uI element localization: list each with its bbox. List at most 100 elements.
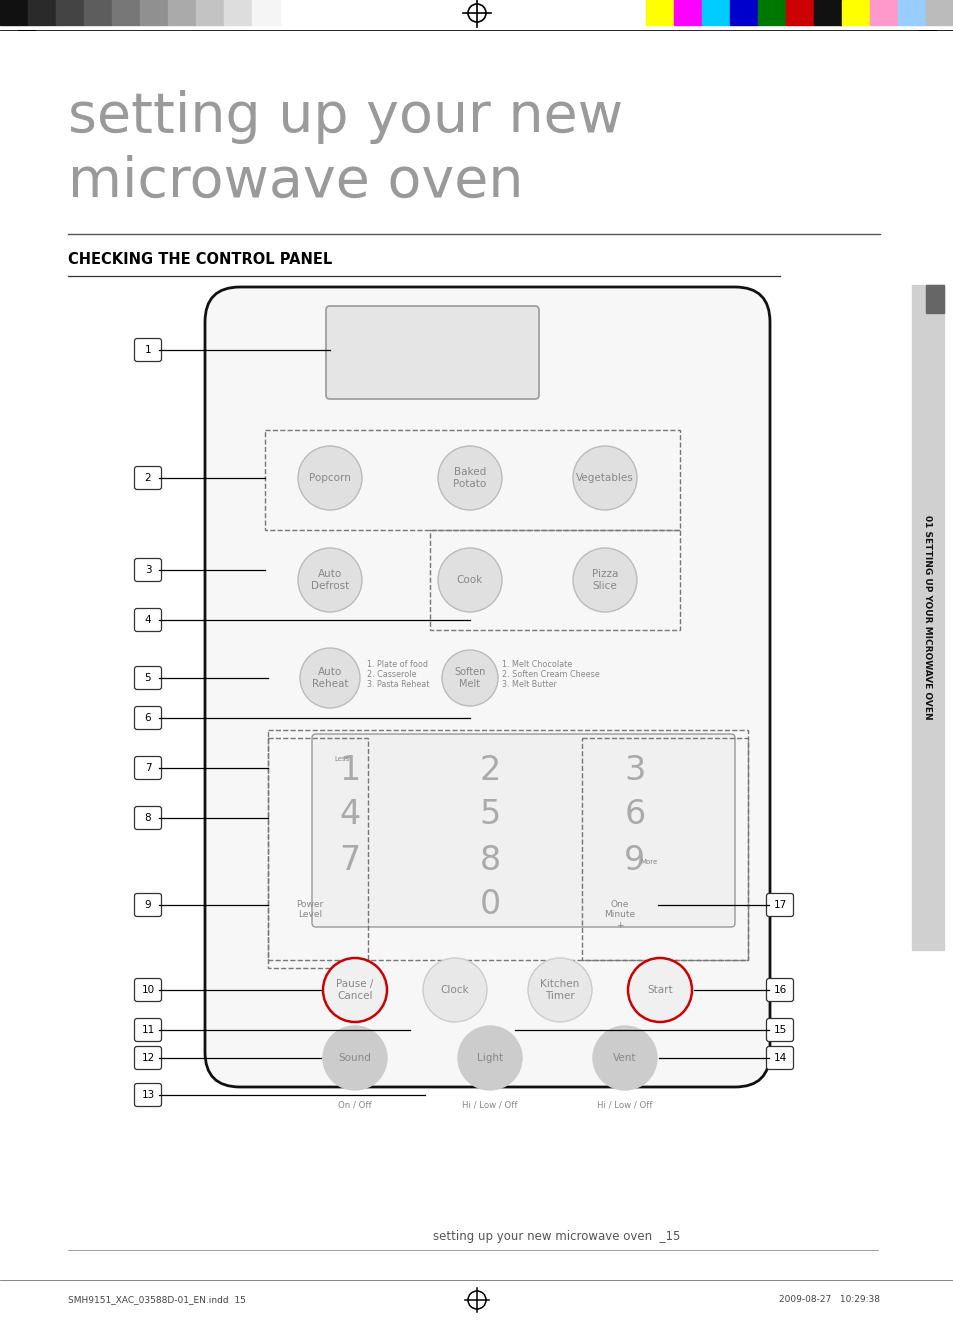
FancyBboxPatch shape: [134, 467, 161, 489]
Text: SMH9151_XAC_03588D-01_EN.indd  15: SMH9151_XAC_03588D-01_EN.indd 15: [68, 1296, 246, 1303]
Bar: [925, 286, 943, 313]
Text: 17: 17: [773, 900, 786, 910]
Bar: [785, 0, 813, 25]
Text: Vent: Vent: [613, 1054, 636, 1063]
Text: 0: 0: [478, 888, 500, 921]
Text: Baked
Potato: Baked Potato: [453, 467, 486, 489]
Bar: [701, 0, 729, 25]
Text: 6: 6: [145, 713, 152, 723]
Text: 7: 7: [145, 763, 152, 773]
Text: 9: 9: [623, 843, 645, 876]
Text: Auto
Defrost: Auto Defrost: [311, 570, 349, 591]
Text: Hi / Low / Off: Hi / Low / Off: [597, 1100, 652, 1109]
Text: More: More: [639, 859, 657, 865]
Text: Pizza
Slice: Pizza Slice: [591, 570, 618, 591]
Circle shape: [573, 549, 637, 612]
FancyBboxPatch shape: [765, 894, 793, 916]
Text: microwave oven: microwave oven: [68, 155, 523, 209]
Circle shape: [457, 1026, 521, 1091]
Circle shape: [297, 549, 361, 612]
Bar: [813, 0, 841, 25]
FancyBboxPatch shape: [134, 1018, 161, 1042]
Text: 14: 14: [773, 1054, 786, 1063]
Text: 6: 6: [623, 798, 645, 832]
Bar: [430, 530, 679, 631]
Text: Sound: Sound: [338, 1054, 371, 1063]
Bar: [140, 0, 168, 25]
Text: Pause /
Cancel: Pause / Cancel: [336, 980, 374, 1001]
Text: 5: 5: [145, 673, 152, 683]
Bar: [252, 0, 280, 25]
Text: 5: 5: [478, 798, 500, 832]
Bar: [268, 738, 368, 968]
Text: Soften
Melt: Soften Melt: [454, 668, 485, 689]
Bar: [758, 0, 785, 25]
FancyBboxPatch shape: [134, 666, 161, 690]
Circle shape: [437, 446, 501, 510]
FancyBboxPatch shape: [765, 1018, 793, 1042]
Text: Start: Start: [646, 985, 672, 995]
Bar: [84, 0, 112, 25]
Bar: [224, 0, 252, 25]
Text: 3: 3: [623, 754, 645, 787]
Text: Power
Level: Power Level: [296, 900, 323, 919]
Bar: [911, 286, 943, 951]
Text: 15: 15: [773, 1025, 786, 1035]
Text: Light: Light: [476, 1054, 502, 1063]
Text: Clock: Clock: [440, 985, 469, 995]
FancyBboxPatch shape: [134, 706, 161, 730]
Text: 1: 1: [145, 345, 152, 356]
Text: Popcorn: Popcorn: [309, 473, 351, 483]
Circle shape: [437, 549, 501, 612]
FancyBboxPatch shape: [326, 305, 538, 399]
Circle shape: [422, 958, 486, 1022]
Text: 10: 10: [141, 985, 154, 995]
FancyBboxPatch shape: [205, 287, 769, 1087]
Bar: [28, 0, 56, 25]
FancyBboxPatch shape: [765, 1047, 793, 1069]
Text: 3. Pasta Reheat: 3. Pasta Reheat: [367, 680, 429, 689]
Text: Hi / Low / Off: Hi / Low / Off: [462, 1100, 517, 1109]
Text: 7: 7: [339, 843, 360, 876]
Text: CHECKING THE CONTROL PANEL: CHECKING THE CONTROL PANEL: [68, 253, 332, 267]
Text: 8: 8: [479, 843, 500, 876]
Bar: [841, 0, 869, 25]
Text: setting up your new microwave oven  _15: setting up your new microwave oven _15: [432, 1229, 679, 1243]
Bar: [645, 0, 673, 25]
FancyBboxPatch shape: [134, 1084, 161, 1107]
Text: 1: 1: [339, 754, 360, 787]
FancyBboxPatch shape: [134, 1047, 161, 1069]
Text: 1. Melt Chocolate: 1. Melt Chocolate: [501, 660, 572, 669]
Bar: [56, 0, 84, 25]
Circle shape: [627, 958, 691, 1022]
FancyBboxPatch shape: [134, 806, 161, 829]
Circle shape: [527, 958, 592, 1022]
Bar: [195, 0, 224, 25]
Bar: [265, 430, 679, 530]
Text: 2: 2: [478, 754, 500, 787]
Text: 4: 4: [339, 798, 360, 832]
FancyBboxPatch shape: [312, 734, 734, 927]
Bar: [869, 0, 897, 25]
Circle shape: [593, 1026, 657, 1091]
Bar: [581, 738, 747, 960]
Text: 01 SETTING UP YOUR MICROWAVE OVEN: 01 SETTING UP YOUR MICROWAVE OVEN: [923, 516, 931, 719]
Bar: [268, 730, 747, 960]
Text: 13: 13: [141, 1091, 154, 1100]
Text: 11: 11: [141, 1025, 154, 1035]
Bar: [112, 0, 140, 25]
Text: 8: 8: [145, 813, 152, 824]
Bar: [897, 0, 925, 25]
Text: Auto
Reheat: Auto Reheat: [312, 668, 348, 689]
Text: 16: 16: [773, 985, 786, 995]
Text: Kitchen
Timer: Kitchen Timer: [539, 980, 579, 1001]
Text: Less: Less: [334, 756, 349, 761]
Text: Cook: Cook: [456, 575, 482, 586]
Circle shape: [323, 958, 387, 1022]
FancyBboxPatch shape: [134, 756, 161, 780]
Text: Vegetables: Vegetables: [576, 473, 633, 483]
Circle shape: [441, 650, 497, 706]
FancyBboxPatch shape: [134, 978, 161, 1002]
Circle shape: [573, 446, 637, 510]
Text: 2: 2: [145, 473, 152, 483]
